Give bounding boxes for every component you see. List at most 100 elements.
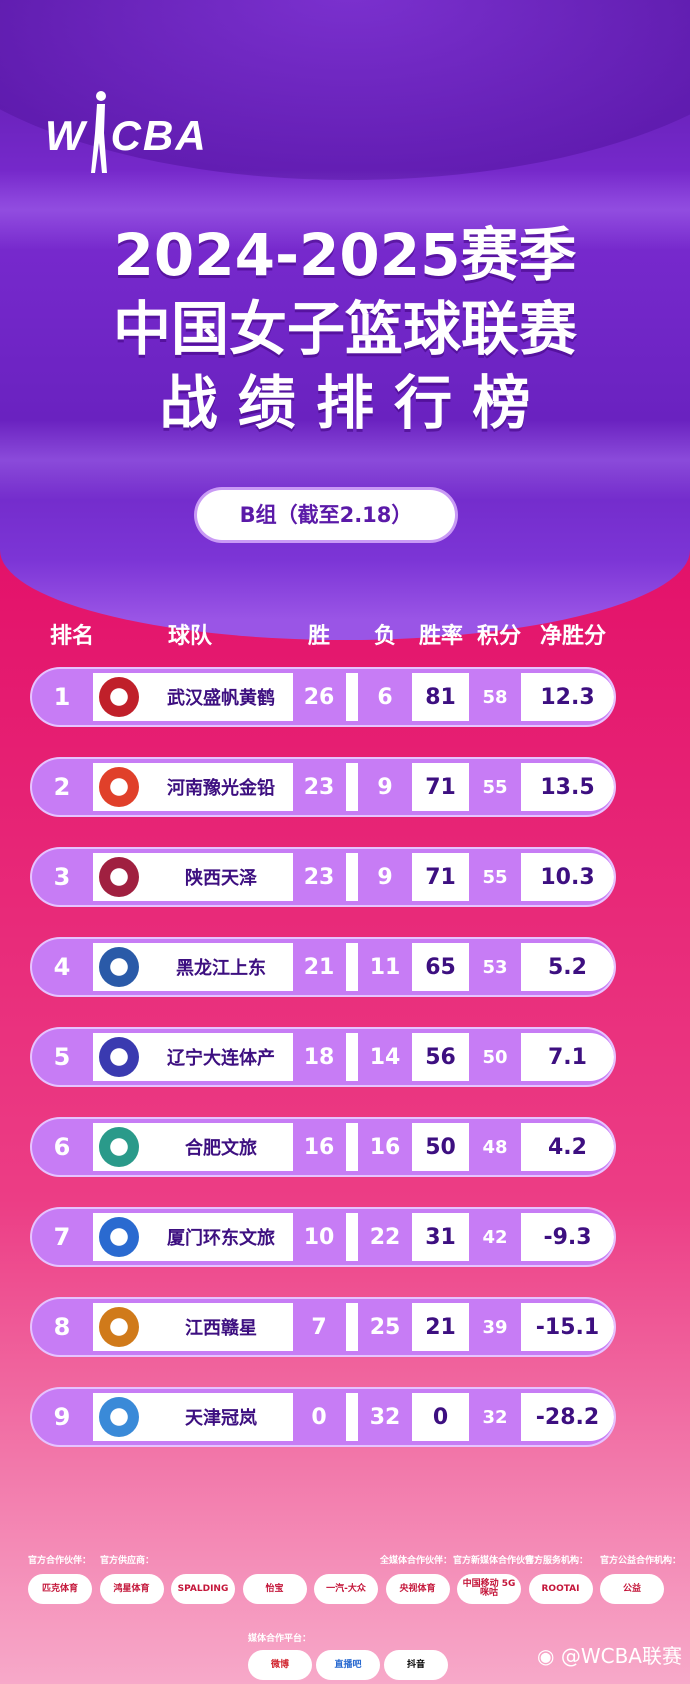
- header-losses: 负: [373, 624, 396, 649]
- team-name: 辽宁大连体产: [167, 1048, 275, 1069]
- header-win-pct: 胜率: [418, 624, 463, 649]
- player-silhouette-icon: [90, 91, 107, 173]
- net-points: -15.1: [521, 1303, 614, 1351]
- team-cell: 合肥文旅: [93, 1123, 293, 1171]
- wins: 16: [303, 1134, 335, 1160]
- table-row: 2 河南豫光金铅 23 9 71 55 13.5: [32, 759, 614, 815]
- wins: 26: [303, 684, 335, 710]
- net-points: 5.2: [521, 943, 614, 991]
- decor-band: [0, 420, 690, 500]
- divider: [346, 853, 358, 901]
- sponsor-logo: 中国移动 5G 咪咕: [457, 1574, 521, 1604]
- wins: 23: [303, 774, 335, 800]
- team-cell: 辽宁大连体产: [93, 1033, 293, 1081]
- rank: 3: [53, 863, 71, 891]
- team-name: 河南豫光金铅: [167, 778, 275, 799]
- sponsor-logo: 公益: [600, 1574, 664, 1604]
- points: 55: [482, 776, 508, 798]
- team-logo-icon: [99, 857, 139, 897]
- wins: 21: [303, 954, 335, 980]
- divider: [346, 763, 358, 811]
- points: 32: [482, 1406, 508, 1428]
- divider: [346, 1213, 358, 1261]
- win-pct: 56: [412, 1033, 469, 1081]
- net-points: 7.1: [521, 1033, 614, 1081]
- sponsor-logo: 鸿星体育: [99, 1574, 164, 1604]
- losses: 6: [377, 684, 393, 710]
- win-pct: 0: [412, 1393, 469, 1441]
- team-cell: 黑龙江上东: [93, 943, 293, 991]
- rank: 9: [53, 1403, 71, 1431]
- points: 39: [482, 1316, 508, 1338]
- net-points: -28.2: [521, 1393, 614, 1441]
- divider: [346, 1123, 358, 1171]
- wcba-logo: W CBA: [45, 70, 208, 173]
- net-points: 4.2: [521, 1123, 614, 1171]
- net-points: 12.3: [521, 673, 614, 721]
- points: 50: [482, 1046, 508, 1068]
- sponsor-category-label: 全媒体合作伙伴：: [380, 1556, 453, 1566]
- losses: 16: [369, 1134, 401, 1160]
- win-pct: 81: [412, 673, 469, 721]
- header-net: 净胜分: [539, 624, 606, 649]
- wins: 23: [303, 864, 335, 890]
- platform-logo[interactable]: 直播吧: [316, 1650, 380, 1680]
- table-row: 9 天津冠岚 0 32 0 32 -28.2: [32, 1389, 614, 1445]
- win-pct: 31: [412, 1213, 469, 1261]
- table-row: 7 厦门环东文旅 10 22 31 42 -9.3: [32, 1209, 614, 1265]
- rank: 2: [53, 773, 71, 801]
- net-points: 13.5: [521, 763, 614, 811]
- sponsor-logo: SPALDING: [171, 1574, 235, 1604]
- rank: 1: [53, 683, 71, 711]
- header-rank: 排名: [49, 624, 94, 649]
- team-logo-icon: [99, 677, 139, 717]
- team-logo-icon: [99, 1397, 139, 1437]
- sponsor-category-label: 官方服务机构：: [525, 1556, 589, 1566]
- weibo-icon: ◉: [537, 1644, 561, 1668]
- losses: 32: [369, 1404, 401, 1430]
- team-name: 合肥文旅: [185, 1138, 257, 1159]
- divider: [346, 1033, 358, 1081]
- team-cell: 江西赣星: [93, 1303, 293, 1351]
- points: 58: [482, 686, 508, 708]
- points: 42: [482, 1226, 508, 1248]
- sponsor-logo: ROOTAI: [528, 1574, 593, 1604]
- win-pct: 65: [412, 943, 469, 991]
- team-cell: 天津冠岚: [93, 1393, 293, 1441]
- team-cell: 厦门环东文旅: [93, 1213, 293, 1261]
- points: 53: [482, 956, 508, 978]
- losses: 11: [369, 954, 401, 980]
- team-name: 黑龙江上东: [176, 958, 266, 979]
- team-cell: 武汉盛帆黄鹤: [93, 673, 293, 721]
- divider: [346, 1393, 358, 1441]
- losses: 14: [369, 1044, 401, 1070]
- sponsor-category-label: 官方合作伙伴：: [28, 1556, 92, 1566]
- team-logo-icon: [99, 1307, 139, 1347]
- wins: 18: [303, 1044, 335, 1070]
- table-row: 5 辽宁大连体产 18 14 56 50 7.1: [32, 1029, 614, 1085]
- title-league: 中国女子篮球联赛: [112, 295, 577, 363]
- sponsor-category-label: 官方供应商：: [100, 1556, 155, 1566]
- title-season: 2024-2025赛季: [113, 221, 577, 289]
- weibo-watermark: ◉ @WCBA联赛: [537, 1644, 682, 1668]
- team-name: 天津冠岚: [185, 1408, 257, 1429]
- losses: 9: [377, 774, 393, 800]
- losses: 22: [369, 1224, 401, 1250]
- net-points: 10.3: [521, 853, 614, 901]
- losses: 25: [369, 1314, 401, 1340]
- table-row: 4 黑龙江上东 21 11 65 53 5.2: [32, 939, 614, 995]
- net-points: -9.3: [521, 1213, 614, 1261]
- rank: 4: [53, 953, 71, 981]
- header-background: [0, 0, 690, 640]
- points: 55: [482, 866, 508, 888]
- group-badge: B组（截至2.18）: [197, 490, 455, 540]
- sponsor-logo: 央视体育: [385, 1574, 450, 1604]
- platform-logo[interactable]: 微博: [248, 1650, 312, 1680]
- team-logo-icon: [99, 1037, 139, 1077]
- divider: [346, 1303, 358, 1351]
- wins: 7: [311, 1314, 327, 1340]
- win-pct: 71: [412, 763, 469, 811]
- sponsor-category-label: 官方新媒体合作伙伴：: [453, 1556, 544, 1566]
- platform-logo[interactable]: 抖音: [384, 1650, 448, 1680]
- header-team: 球队: [167, 624, 212, 649]
